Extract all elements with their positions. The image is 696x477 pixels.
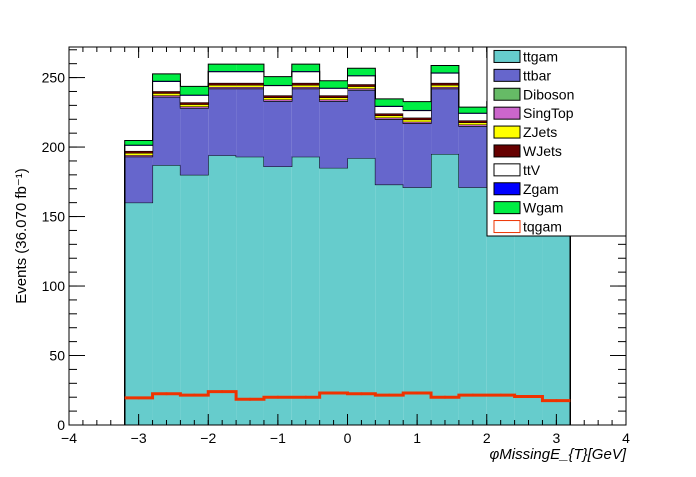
bar-ttgam [208,155,236,425]
legend-swatch-ttgam [494,50,520,62]
x-tick-label: 4 [622,430,630,446]
bar-ttgam [180,175,208,425]
legend-label-diboson: Diboson [523,86,574,102]
bar-wgam [431,65,459,72]
legend-swatch-zjets [494,126,520,138]
bar-wgam [292,64,320,71]
bar-ttbar [375,119,403,184]
bar-ttgam [375,185,403,425]
bar-ttv [320,88,348,95]
bar-ttbar [125,157,153,203]
legend-label-wgam: Wgam [523,200,563,216]
bar-ttbar [208,89,236,156]
x-tick-label: 3 [552,430,560,446]
y-tick-label: 0 [57,417,65,433]
legend-swatch-singtop [494,107,520,119]
x-axis-label: φMissingE_{T}[GeV] [489,446,626,463]
y-tick-label: 50 [49,348,65,364]
legend-label-zgam: Zgam [523,181,559,197]
bar-ttgam [431,154,459,425]
bar-ttbar [180,108,208,175]
bar-ttbar [264,101,292,166]
bar-ttbar [292,89,320,157]
bar-ttv [208,72,236,83]
bar-ttv [431,73,459,83]
bar-wgam [180,86,208,94]
bar-ttgam [125,203,153,425]
x-tick-label: 2 [483,430,491,446]
x-tick-label: −3 [131,430,147,446]
bar-ttgam [320,168,348,425]
x-tick-label: −2 [200,430,216,446]
bar-ttv [348,76,376,84]
legend-label-ttbar: ttbar [523,67,551,83]
legend: ttgam ttbar Diboson SingTop ZJets WJets ttV Zga… [487,47,626,236]
bar-ttbar [153,97,181,165]
bar-ttv [153,81,181,91]
bar-ttv [459,113,487,120]
bar-ttbar [431,89,459,154]
legend-label-ttgam: ttgam [523,48,558,64]
bar-ttgam [348,158,376,425]
legend-label-tqgam: tqgam [523,219,562,235]
bar-ttgam [264,167,292,425]
legend-swatch-ttbar [494,69,520,81]
bar-ttbar [459,126,487,187]
bar-ttv [375,106,403,113]
bar-ttgam [292,157,320,425]
bar-wgam [375,99,403,106]
bar-wgam [459,107,487,113]
bar-ttv [180,95,208,102]
x-tick-label: 1 [413,430,421,446]
bar-wgam [153,74,181,81]
bar-wgam [348,68,376,75]
bar-wgam [125,141,153,145]
legend-swatch-zgam [494,183,520,195]
legend-swatch-wgam [494,202,520,214]
y-axis-label: Events (36.070 fb⁻¹) [13,168,30,303]
bar-ttbar [403,123,431,187]
bar-wgam [403,102,431,110]
bar-ttbar [348,90,376,158]
bar-ttbar [236,89,264,157]
legend-label-zjets: ZJets [523,124,557,140]
legend-label-ttv: ttV [523,162,541,178]
legend-label-wjets: WJets [523,143,562,159]
legend-label-singtop: SingTop [523,105,574,121]
legend-swatch-wjets [494,145,520,157]
bar-wgam [208,64,236,71]
bar-wgam [264,77,292,85]
bar-ttgam [403,187,431,425]
bar-ttgam [459,187,487,425]
bar-ttbar [320,101,348,168]
y-tick-label: 100 [42,278,66,294]
y-tick-label: 150 [42,209,66,225]
bar-wgam [236,64,264,71]
legend-swatch-diboson [494,88,520,100]
bar-ttv [125,145,153,151]
bar-ttv [264,86,292,96]
bar-wgam [320,81,348,88]
bar-ttv [403,111,431,118]
bar-ttv [292,72,320,83]
y-tick-label: 250 [42,70,66,86]
legend-swatch-ttv [494,164,520,176]
bar-ttgam [236,157,264,425]
x-tick-label: 0 [344,430,352,446]
x-tick-label: −1 [270,430,286,446]
bar-ttv [236,72,264,83]
y-tick-label: 200 [42,139,66,155]
bar-ttgam [153,165,181,425]
